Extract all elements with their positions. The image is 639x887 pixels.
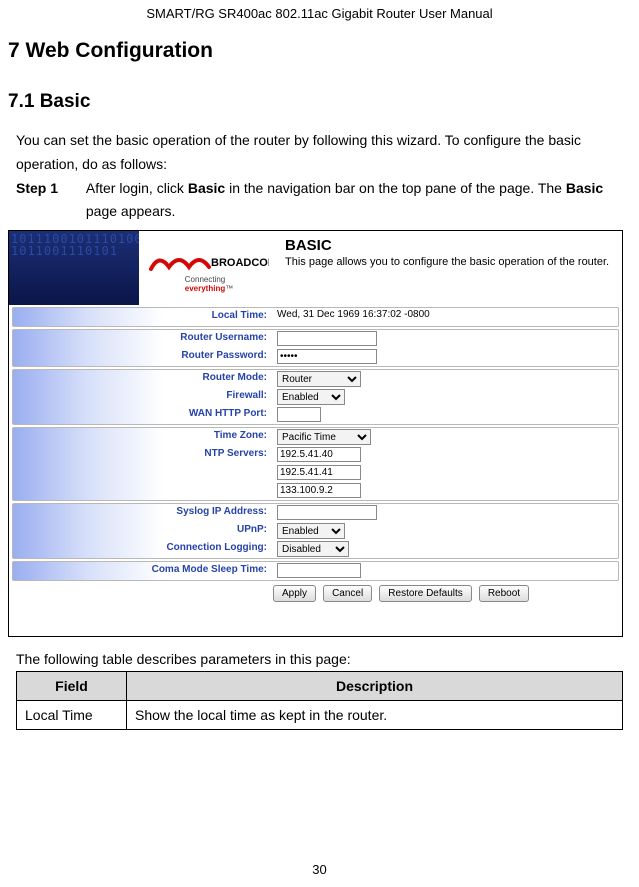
- input-ntp-2[interactable]: [277, 465, 361, 480]
- apply-button[interactable]: Apply: [273, 585, 316, 602]
- select-conn-logging[interactable]: Disabled: [277, 541, 349, 557]
- parameters-table: Field Description Local Time Show the lo…: [16, 671, 623, 730]
- doc-header: SMART/RG SR400ac 802.11ac Gigabit Router…: [0, 0, 639, 21]
- cell-description: Show the local time as kept in the route…: [127, 701, 623, 730]
- label-syslog: Syslog IP Address:: [176, 506, 267, 517]
- select-router-mode[interactable]: Router: [277, 371, 361, 387]
- svg-text:BROADCOM.: BROADCOM.: [211, 257, 269, 269]
- section-network: Syslog IP Address: UPnP: Enabled Connect…: [12, 503, 619, 559]
- section-time: Time Zone: Pacific Time NTP Servers:: [12, 427, 619, 501]
- step-1: Step 1 After login, click Basic in the n…: [16, 177, 623, 225]
- step-1-text-e: page appears.: [86, 203, 176, 219]
- step-1-text-a: After login, click: [86, 180, 188, 196]
- input-ntp-1[interactable]: [277, 447, 361, 462]
- section-mode: Router Mode: Router Firewall: Enabled WA…: [12, 369, 619, 425]
- cancel-button[interactable]: Cancel: [323, 585, 372, 602]
- basic-title: BASIC: [285, 237, 616, 254]
- section-7-1-title: 7.1 Basic: [8, 91, 639, 113]
- section-coma: Coma Mode Sleep Time:: [12, 561, 619, 581]
- basic-desc: This page allows you to configure the ba…: [285, 256, 616, 268]
- value-local-time: Wed, 31 Dec 1969 16:37:02 -0800: [273, 308, 618, 326]
- label-timezone: Time Zone:: [214, 430, 267, 441]
- section-credentials: Router Username: Router Password:: [12, 329, 619, 367]
- intro-paragraph: You can set the basic operation of the r…: [16, 129, 623, 177]
- section-7-title: 7 Web Configuration: [8, 39, 639, 63]
- th-description: Description: [127, 672, 623, 701]
- step-1-bold-1: Basic: [188, 180, 225, 196]
- step-1-body: After login, click Basic in the navigati…: [86, 177, 606, 225]
- table-intro: The following table describes parameters…: [16, 651, 623, 667]
- step-1-text-c: in the navigation bar on the top pane of…: [225, 180, 566, 196]
- tagline-a: Connecting: [185, 275, 225, 284]
- table-row: Local Time Show the local time as kept i…: [17, 701, 623, 730]
- th-field: Field: [17, 672, 127, 701]
- section-local-time: Local Time: Wed, 31 Dec 1969 16:37:02 -0…: [12, 307, 619, 327]
- input-coma-sleep[interactable]: [277, 563, 361, 578]
- label-upnp: UPnP:: [237, 524, 267, 535]
- broadcom-logo-svg: BROADCOM.: [149, 243, 269, 275]
- label-coma-sleep: Coma Mode Sleep Time:: [152, 564, 267, 575]
- cell-field: Local Time: [17, 701, 127, 730]
- label-username: Router Username:: [180, 332, 267, 343]
- binary-graphic: 10111001011101001001 1011001110101: [11, 233, 139, 257]
- reboot-button[interactable]: Reboot: [479, 585, 529, 602]
- broadcom-tagline: Connecting everything™: [185, 275, 233, 293]
- page-number: 30: [0, 862, 639, 877]
- tagline-c: ™: [225, 284, 233, 293]
- router-header-left-graphic: 10111001011101001001 1011001110101: [9, 231, 139, 305]
- router-header-text: BASIC This page allows you to configure …: [279, 231, 622, 305]
- button-bar: Apply Cancel Restore Defaults Reboot: [273, 585, 619, 602]
- label-local-time: Local Time:: [212, 310, 267, 321]
- tagline-b: everything: [185, 284, 225, 293]
- input-wan-http-port[interactable]: [277, 407, 321, 422]
- step-1-bold-2: Basic: [566, 180, 603, 196]
- router-basic-screenshot: 10111001011101001001 1011001110101 BROAD…: [8, 230, 623, 637]
- select-firewall[interactable]: Enabled: [277, 389, 345, 405]
- input-password[interactable]: [277, 349, 377, 364]
- select-timezone[interactable]: Pacific Time: [277, 429, 371, 445]
- input-syslog[interactable]: [277, 505, 377, 520]
- label-router-mode: Router Mode:: [203, 372, 267, 383]
- broadcom-logo: BROADCOM. Connecting everything™: [139, 231, 279, 305]
- router-header: 10111001011101001001 1011001110101 BROAD…: [9, 231, 622, 305]
- restore-button[interactable]: Restore Defaults: [379, 585, 471, 602]
- step-1-label: Step 1: [16, 177, 82, 201]
- label-ntp-servers: NTP Servers:: [204, 448, 267, 459]
- label-firewall: Firewall:: [226, 390, 267, 401]
- label-conn-logging: Connection Logging:: [166, 542, 267, 553]
- label-wan-http-port: WAN HTTP Port:: [189, 408, 267, 419]
- label-password: Router Password:: [181, 350, 267, 361]
- input-ntp-3[interactable]: [277, 483, 361, 498]
- input-username[interactable]: [277, 331, 377, 346]
- select-upnp[interactable]: Enabled: [277, 523, 345, 539]
